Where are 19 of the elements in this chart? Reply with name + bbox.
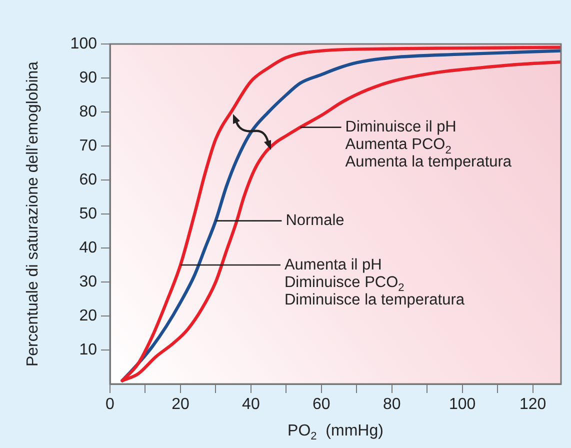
x-tick-label: 120 <box>519 396 546 414</box>
x-tick-label: 0 <box>106 396 115 414</box>
x-tick-label: 40 <box>242 396 260 414</box>
y-tick-label: 90 <box>79 69 98 86</box>
annotation: Normale <box>286 212 344 230</box>
x-tick-label: 80 <box>382 396 401 414</box>
y-axis-title: Percentuale di saturazione dell’emoglobina <box>24 61 42 367</box>
y-tick-label: 80 <box>79 103 98 120</box>
x-tick-label: 100 <box>448 396 476 414</box>
y-tick-label: 40 <box>79 239 98 256</box>
y-tick-label: 60 <box>79 171 98 188</box>
y-tick-label: 30 <box>79 273 98 290</box>
y-tick-label: 20 <box>79 307 98 324</box>
y-tick-label: 10 <box>79 341 98 358</box>
y-tick-label: 70 <box>79 137 98 154</box>
y-tick-label: 100 <box>70 35 98 52</box>
y-tick-label: 50 <box>79 205 98 222</box>
x-tick-label: 20 <box>172 396 190 414</box>
x-tick-label: 60 <box>312 396 330 414</box>
